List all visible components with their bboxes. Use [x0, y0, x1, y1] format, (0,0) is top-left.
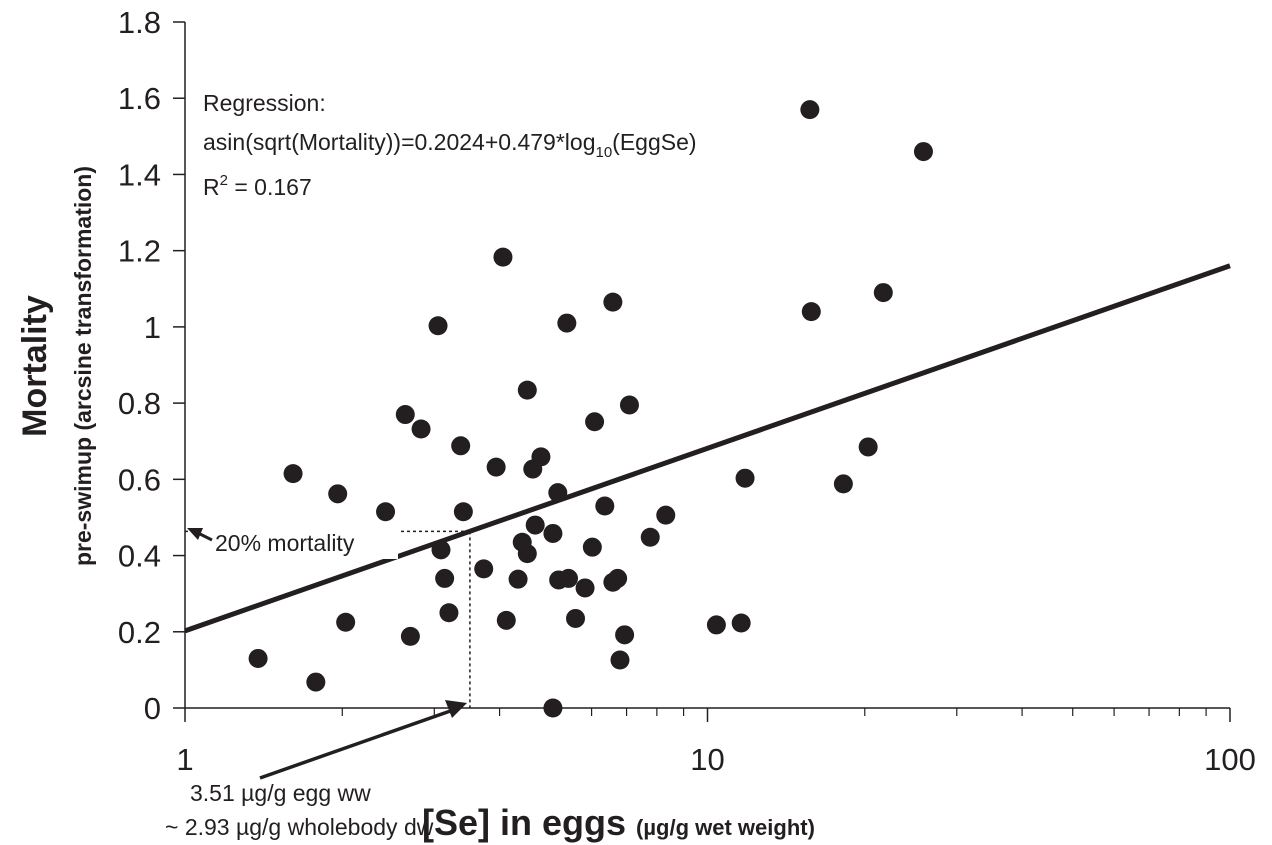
x-axis-title: [Se] in eggs (µg/g wet weight)	[422, 802, 815, 843]
data-point	[496, 610, 516, 630]
tick-labels: 0 0.2 0.4 0.6 0.8 1 1.2 1.4 1.6 1.8 1 10 100	[118, 5, 1256, 777]
y-tick-label: 1.2	[118, 234, 161, 269]
data-points	[248, 100, 933, 718]
data-point	[474, 559, 494, 579]
data-point	[428, 316, 448, 336]
x-tick-label: 10	[690, 742, 724, 777]
regression-equation: asin(sqrt(Mortality))=0.2024+0.479*log10…	[203, 129, 697, 161]
axes	[184, 22, 1230, 709]
regression-line	[184, 263, 1231, 634]
data-point	[525, 515, 545, 535]
se-arrow-head	[445, 700, 467, 718]
data-point	[559, 568, 579, 588]
regression-label: Regression:	[203, 90, 326, 116]
data-point	[858, 437, 878, 457]
data-point	[336, 612, 356, 632]
r-squared-superscript: 2	[220, 172, 228, 189]
data-point	[557, 313, 577, 333]
data-point	[451, 436, 471, 456]
data-point	[517, 380, 537, 400]
y-tick-label: 0.6	[118, 462, 161, 497]
data-point	[508, 569, 528, 589]
data-point	[619, 395, 639, 415]
data-point	[735, 468, 755, 488]
data-point	[531, 447, 551, 467]
data-point	[395, 405, 415, 425]
data-point	[913, 142, 933, 162]
regression-equation-suffix: (EggSe)	[612, 129, 696, 155]
data-point	[731, 613, 751, 633]
data-point	[548, 483, 568, 503]
data-point	[439, 603, 459, 623]
data-point	[610, 650, 630, 670]
data-point	[517, 544, 537, 564]
data-point	[486, 457, 506, 477]
y-tick-label: 1.8	[118, 5, 161, 40]
data-point	[400, 626, 420, 646]
data-point	[306, 672, 326, 692]
data-point	[376, 502, 396, 522]
data-point	[543, 523, 563, 543]
se-arrow-shaft	[259, 707, 457, 780]
data-point	[328, 484, 348, 504]
ticks	[173, 21, 1231, 722]
y-axis-title: Mortality	[16, 295, 54, 437]
se-threshold-annotation: 3.51 µg/g egg ww ~ 2.93 µg/g wholebody d…	[165, 700, 467, 840]
data-point	[873, 283, 893, 303]
data-point	[615, 625, 635, 645]
data-point	[706, 615, 726, 635]
data-point	[800, 100, 820, 120]
data-point	[435, 568, 455, 588]
x-axis-title-main: [Se] in eggs	[422, 802, 626, 843]
r-squared: R2 = 0.167	[203, 172, 312, 200]
data-point	[283, 464, 303, 484]
x-tick-label: 100	[1204, 742, 1256, 777]
mortality-threshold-annotation: 20% mortality	[187, 527, 398, 559]
data-point	[582, 537, 602, 557]
data-point	[543, 698, 563, 718]
data-point	[603, 292, 623, 312]
data-point	[493, 247, 513, 267]
data-point	[248, 648, 268, 668]
data-point	[608, 568, 628, 588]
data-point	[640, 527, 660, 547]
regression-annotation: Regression: asin(sqrt(Mortality))=0.2024…	[203, 90, 697, 200]
y-tick-label: 1.6	[118, 81, 161, 116]
regression-equation-subscript: 10	[595, 144, 612, 161]
mortality-threshold-label: 20% mortality	[215, 530, 355, 556]
r-squared-value: = 0.167	[228, 174, 312, 200]
y-tick-label: 0.4	[118, 539, 161, 574]
data-point	[453, 502, 473, 522]
data-point	[585, 412, 605, 432]
y-tick-label: 0.2	[118, 615, 161, 650]
data-point	[656, 505, 676, 525]
x-axis-title-unit: (µg/g wet weight)	[636, 815, 815, 840]
data-point	[566, 608, 586, 628]
y-tick-label: 1	[144, 310, 161, 345]
x-tick-label: 1	[176, 742, 193, 777]
r-squared-r: R	[203, 174, 220, 200]
data-point	[411, 419, 431, 439]
se-threshold-label-2: ~ 2.93 µg/g wholebody dw	[165, 814, 434, 840]
mortality-label-bg	[202, 527, 398, 559]
regression-equation-main: asin(sqrt(Mortality))=0.2024+0.479*log	[203, 129, 595, 155]
y-tick-label: 0	[144, 691, 161, 726]
data-point	[575, 578, 595, 598]
data-point	[431, 540, 451, 560]
y-axis-subtitle: pre-swimup (arcsine transformation)	[70, 166, 96, 566]
y-tick-label: 1.4	[118, 157, 161, 192]
data-point	[801, 302, 821, 322]
se-threshold-label-1: 3.51 µg/g egg ww	[190, 780, 371, 806]
data-point	[595, 496, 615, 516]
mortality-arrow-head	[187, 528, 203, 540]
y-tick-label: 0.8	[118, 386, 161, 421]
data-point	[833, 474, 853, 494]
